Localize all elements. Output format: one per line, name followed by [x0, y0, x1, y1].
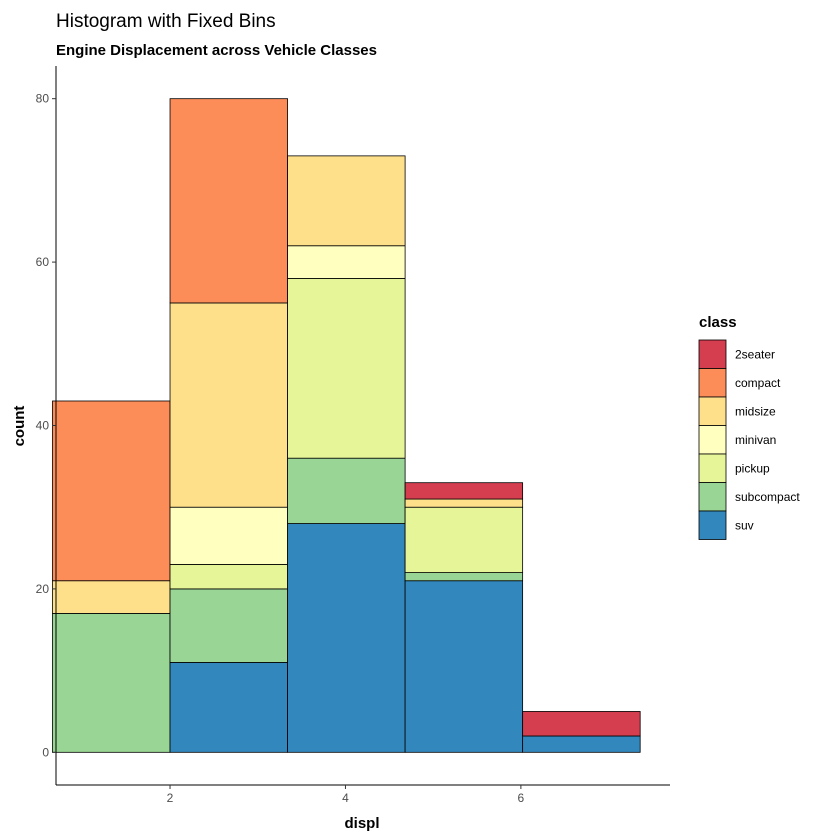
x-axis-label: displ — [344, 815, 379, 832]
bar-suv-bin-2 — [169, 662, 288, 753]
bar-subcompact-bin-4 — [404, 572, 524, 582]
legend-key-minivan — [698, 425, 727, 455]
legend-label-compact: compact — [735, 376, 781, 390]
legend-key-subcompact — [698, 482, 727, 512]
bar-midsize-bin-2 — [169, 302, 288, 508]
legend-title: class — [699, 314, 737, 331]
bar-subcompact-bin-3 — [287, 457, 406, 524]
bar-subcompact-bin-2 — [169, 588, 288, 663]
legend-label-2seater: 2seater — [735, 347, 775, 361]
y-tick-label-0: 0 — [42, 745, 49, 759]
y-tick-label-20: 20 — [36, 582, 50, 596]
bar-midsize-bin-4 — [404, 498, 524, 508]
bars-layer — [52, 98, 641, 753]
x-tick-label-4: 4 — [342, 791, 349, 805]
bar-2seater-bin-5 — [522, 711, 641, 737]
bar-pickup-bin-3 — [287, 278, 406, 459]
bar-compact-bin-2 — [169, 98, 288, 304]
x-tick-label-2: 2 — [167, 791, 174, 805]
bar-2seater-bin-4 — [404, 482, 524, 500]
bar-suv-bin-5 — [522, 735, 641, 753]
legend-label-suv: suv — [735, 518, 754, 532]
x-tick-label-6: 6 — [518, 791, 525, 805]
legend-key-2seater — [698, 339, 727, 369]
bar-suv-bin-3 — [287, 523, 406, 753]
legend-label-pickup: pickup — [735, 461, 770, 475]
legend-key-suv — [698, 510, 727, 540]
y-tick-label-40: 40 — [36, 419, 50, 433]
legend-key-compact — [698, 368, 727, 398]
legend-label-minivan: minivan — [735, 433, 776, 447]
bar-minivan-bin-3 — [287, 245, 406, 279]
bar-midsize-bin-1 — [52, 580, 171, 614]
y-tick-label-80: 80 — [36, 92, 50, 106]
legend-key-pickup — [698, 453, 727, 483]
legend-label-subcompact: subcompact — [735, 490, 800, 504]
bar-minivan-bin-2 — [169, 506, 288, 565]
bar-compact-bin-1 — [52, 400, 171, 582]
bar-pickup-bin-4 — [404, 506, 524, 573]
y-axis-label: count — [11, 406, 28, 447]
bar-suv-bin-4 — [404, 580, 524, 753]
y-tick-label-60: 60 — [36, 255, 50, 269]
legend-key-midsize — [698, 396, 727, 426]
bar-pickup-bin-2 — [169, 563, 288, 590]
chart-title: Histogram with Fixed Bins — [56, 11, 276, 32]
axes-layer: 0 20 40 60 80 2 4 6 — [36, 66, 670, 805]
bar-midsize-bin-3 — [287, 155, 406, 247]
legend: class 2seater compact midsize minivan pickup… — [698, 314, 800, 540]
bar-subcompact-bin-1 — [52, 613, 171, 753]
legend-label-midsize: midsize — [735, 404, 776, 418]
chart-subtitle: Engine Displacement across Vehicle Class… — [56, 42, 377, 59]
